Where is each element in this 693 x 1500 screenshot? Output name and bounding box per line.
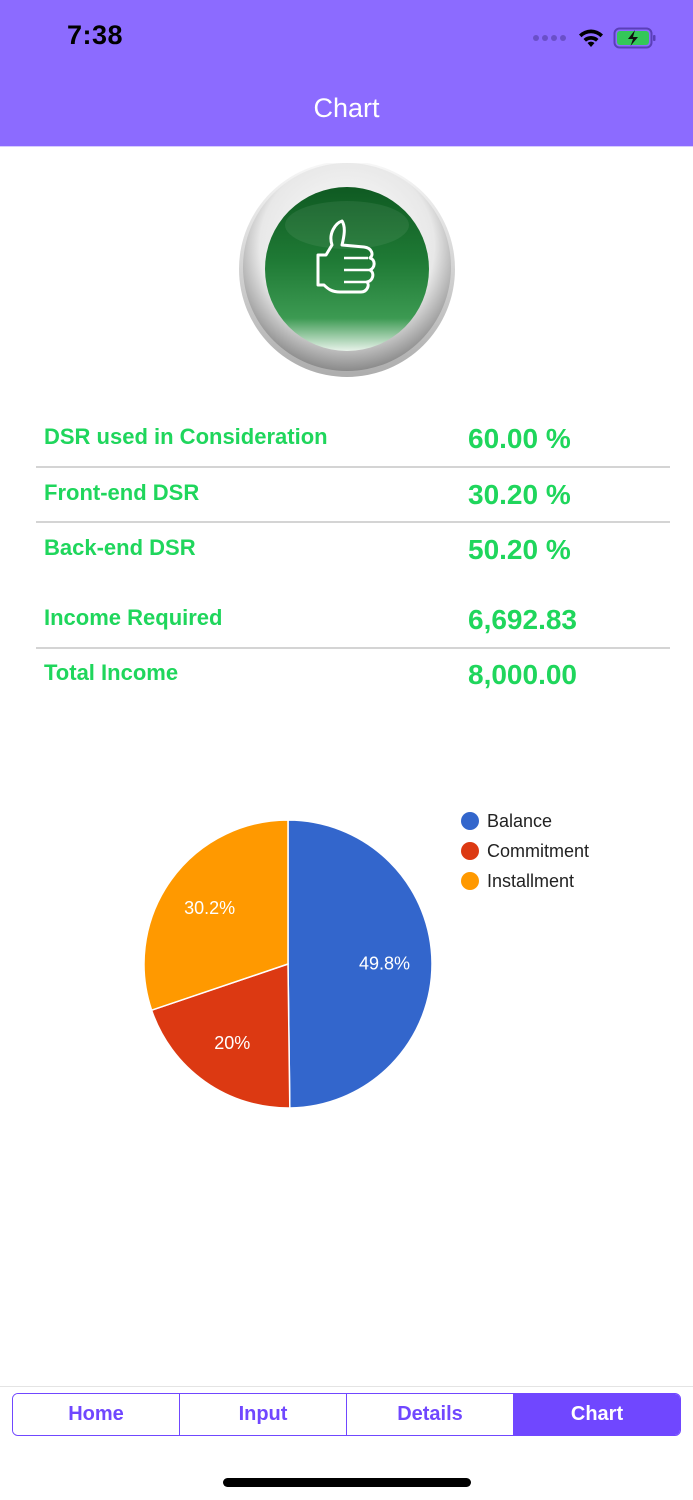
tab-details[interactable]: Details: [347, 1394, 514, 1435]
wifi-icon: [579, 29, 603, 47]
pie-slice-balance: [287, 819, 433, 1109]
metric-label: Income Required: [44, 605, 223, 630]
status-icons: [533, 25, 657, 51]
page-title: Chart: [313, 93, 380, 123]
signal-dots-icon: [533, 35, 566, 41]
metric-label: DSR used in Consideration: [44, 424, 328, 449]
row-divider: [36, 466, 670, 468]
legend-label: Balance: [487, 810, 553, 831]
legend-label: Installment: [487, 870, 575, 891]
metric-value: 30.20 %: [468, 479, 571, 510]
thumbs-up-icon: [239, 163, 455, 377]
legend-item-commitment: Commitment: [461, 836, 589, 866]
row-divider: [36, 647, 670, 649]
tab-input[interactable]: Input: [180, 1394, 347, 1435]
metric-row-front-end-dsr: Front-end DSR 30.20 %: [36, 466, 670, 522]
pie-slice-installment: [143, 819, 289, 1012]
nav-header: 7:38 Chart: [0, 0, 693, 147]
metric-label: Front-end DSR: [44, 480, 200, 505]
pie-slice-label: 49.8%: [359, 953, 410, 973]
legend-swatch-icon: [461, 872, 479, 890]
header-divider: [0, 146, 693, 147]
pie-slice-label: 30.2%: [184, 898, 235, 918]
legend-item-installment: Installment: [461, 866, 589, 896]
legend-label: Commitment: [487, 840, 590, 861]
metric-label: Back-end DSR: [44, 535, 196, 560]
legend-swatch-icon: [461, 842, 479, 860]
row-divider: [36, 521, 670, 523]
legend-swatch-icon: [461, 812, 479, 830]
metric-value: 50.20 %: [468, 534, 571, 565]
chart-legend: Balance Commitment Installment: [461, 806, 589, 896]
status-time: 7:38: [67, 20, 124, 50]
metric-row-back-end-dsr: Back-end DSR 50.20 %: [36, 521, 670, 577]
tabbar-divider: [0, 1386, 693, 1387]
metric-value: 8,000.00: [468, 659, 577, 690]
pie-slice-label: 20%: [214, 1033, 250, 1053]
pie-slice-commitment: [150, 962, 291, 1109]
metric-value: 60.00 %: [468, 423, 571, 454]
tab-chart[interactable]: Chart: [514, 1394, 680, 1435]
segmented-tab-bar: Home Input Details Chart: [12, 1393, 681, 1436]
metric-row-income-required: Income Required 6,692.83: [36, 591, 670, 647]
metric-label: Total Income: [44, 660, 179, 685]
home-indicator: [223, 1478, 471, 1487]
pie-chart: 49.8% 20% 30.2%: [143, 819, 433, 1109]
metric-row-total-income: Total Income 8,000.00: [36, 646, 670, 702]
metric-row-dsr-used: DSR used in Consideration 60.00 %: [36, 410, 670, 466]
tab-home[interactable]: Home: [13, 1394, 180, 1435]
battery-charging-icon: [613, 27, 656, 49]
legend-item-balance: Balance: [461, 806, 589, 836]
metric-value: 6,692.83: [468, 604, 577, 635]
